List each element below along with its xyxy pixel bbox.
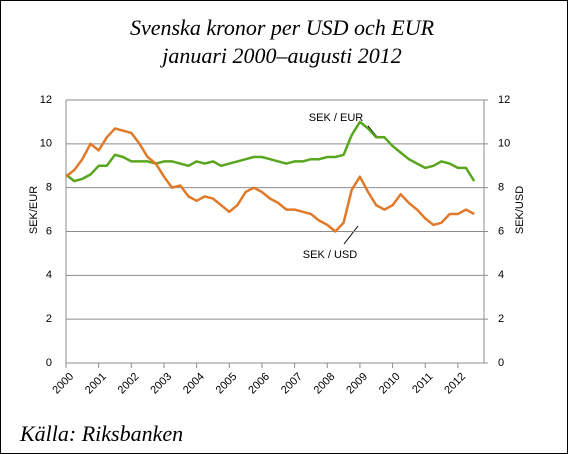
- source: Källa: Riksbanken: [19, 421, 183, 446]
- y-tick-label: 0: [46, 357, 52, 369]
- y-tick-label: 12: [40, 94, 52, 106]
- chart-subtitle: januari 2000–augusti 2012: [159, 43, 402, 68]
- y2-tick-label: 0: [498, 357, 504, 369]
- annotation-arrow: [343, 225, 359, 245]
- series-line: [65, 120, 476, 183]
- y-tick-label: 4: [46, 269, 52, 281]
- series-line: [65, 127, 475, 233]
- y2-tick-label: 6: [498, 225, 504, 237]
- y-tick-label: 10: [40, 138, 52, 150]
- y2-axis-label: SEK/USD: [514, 186, 526, 234]
- y-tick-label: 6: [46, 225, 52, 237]
- y2-tick-label: 2: [498, 313, 504, 325]
- y2-tick-label: 8: [498, 182, 504, 194]
- y2-tick-label: 12: [498, 94, 510, 106]
- y-tick-label: 2: [46, 313, 52, 325]
- chart-title: Svenska kronor per USD och EUR: [130, 15, 435, 40]
- y2-tick-label: 4: [498, 269, 504, 281]
- annotation: SEK / USD: [303, 249, 357, 261]
- y2-tick-label: 10: [498, 138, 510, 150]
- y-tick-label: 8: [46, 182, 52, 194]
- annotation: SEK / EUR: [309, 112, 363, 124]
- y-axis-label: SEK/EUR: [28, 186, 40, 234]
